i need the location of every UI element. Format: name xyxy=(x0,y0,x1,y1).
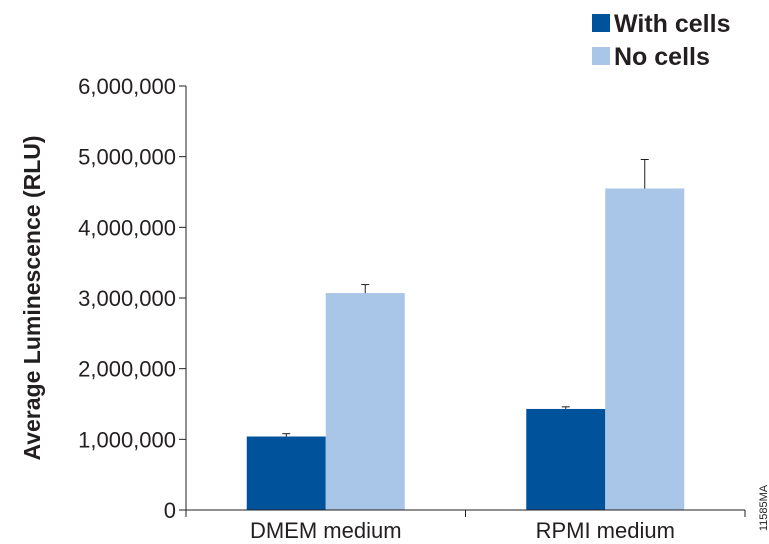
y-tick-label: 5,000,000 xyxy=(78,145,176,170)
y-tick-label: 0 xyxy=(164,498,176,523)
y-tick-label: 6,000,000 xyxy=(78,74,176,99)
x-axis-categories: DMEM medium RPMI medium xyxy=(250,518,675,543)
y-axis-ticks: 0 1,000,000 2,000,000 3,000,000 4,000,000 5,0… xyxy=(78,74,186,523)
legend-label: With cells xyxy=(614,10,730,38)
axes xyxy=(185,86,746,517)
legend-swatch xyxy=(592,14,610,32)
bar-no-cells-dmem-medium xyxy=(325,293,405,510)
chart-legend: With cells No cells xyxy=(592,10,730,71)
legend-swatch xyxy=(592,47,610,65)
y-tick-label: 4,000,000 xyxy=(78,215,176,240)
bar-with-cells-rpmi-medium xyxy=(526,408,606,510)
y-tick-label: 3,000,000 xyxy=(78,286,176,311)
bars xyxy=(246,158,685,510)
y-tick-label: 1,000,000 xyxy=(78,427,176,452)
bar-no-cells-rpmi-medium xyxy=(605,188,685,510)
figure-id: 11585MA xyxy=(758,484,769,531)
y-tick-label: 2,000,000 xyxy=(78,357,176,382)
bar-with-cells-dmem-medium xyxy=(246,436,326,510)
x-category-label: RPMI medium xyxy=(536,518,675,543)
legend-label: No cells xyxy=(614,43,710,71)
x-category-label: DMEM medium xyxy=(250,518,402,543)
y-axis-label: Average Luminescence (RLU) xyxy=(19,135,45,460)
